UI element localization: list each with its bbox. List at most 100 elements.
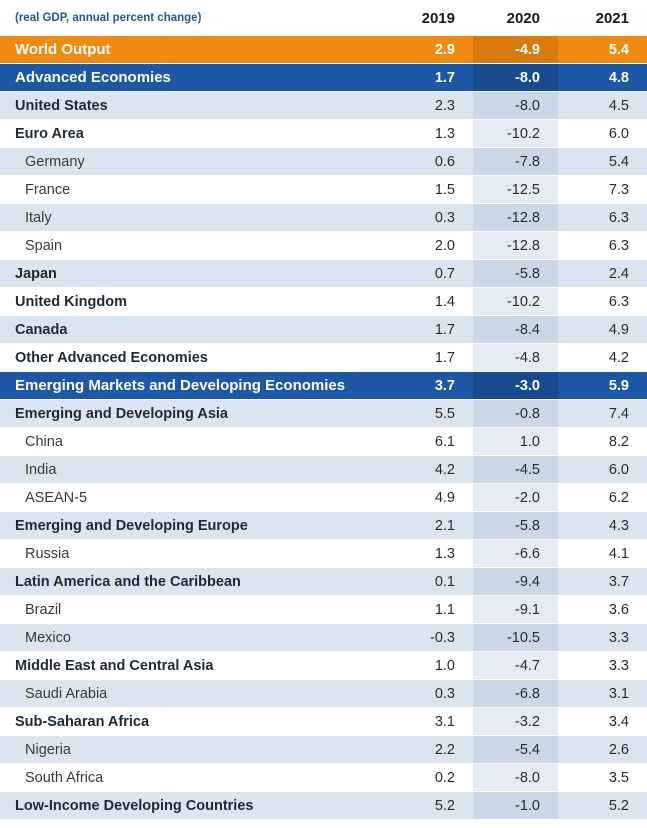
value-2021: 5.4: [558, 36, 647, 63]
value-2019: 0.6: [386, 148, 473, 175]
value-2020: -5.8: [473, 260, 558, 287]
value-2021: 6.3: [558, 288, 647, 315]
value-2021: 6.3: [558, 232, 647, 259]
value-2020: -3.0: [473, 372, 558, 399]
table-row: South Africa 0.2 -8.0 3.5: [0, 764, 647, 792]
table-row: United Kingdom 1.4 -10.2 6.3: [0, 288, 647, 316]
value-2020: -4.5: [473, 456, 558, 483]
table-row: Emerging and Developing Europe 2.1 -5.8 …: [0, 512, 647, 540]
table-row: Brazil 1.1 -9.1 3.6: [0, 596, 647, 624]
value-2020: -8.0: [473, 92, 558, 119]
value-2019: 1.4: [386, 288, 473, 315]
value-2021: 3.6: [558, 596, 647, 623]
row-label: Canada: [0, 316, 386, 343]
row-label: India: [0, 456, 386, 483]
table-row-emerging-markets: Emerging Markets and Developing Economie…: [0, 372, 647, 400]
row-label: Latin America and the Caribbean: [0, 568, 386, 595]
row-label: Nigeria: [0, 736, 386, 763]
value-2021: 3.7: [558, 568, 647, 595]
table-row: Middle East and Central Asia 1.0 -4.7 3.…: [0, 652, 647, 680]
table-row: Italy 0.3 -12.8 6.3: [0, 204, 647, 232]
value-2019: 1.7: [386, 316, 473, 343]
value-2020: -4.8: [473, 344, 558, 371]
value-2019: 1.3: [386, 120, 473, 147]
table-row: China 6.1 1.0 8.2: [0, 428, 647, 456]
value-2020: -8.4: [473, 316, 558, 343]
table-row: Spain 2.0 -12.8 6.3: [0, 232, 647, 260]
row-label: Low-Income Developing Countries: [0, 792, 386, 819]
value-2019: 3.1: [386, 708, 473, 735]
value-2021: 3.4: [558, 708, 647, 735]
value-2021: 6.0: [558, 120, 647, 147]
row-label: Japan: [0, 260, 386, 287]
row-label: South Africa: [0, 764, 386, 791]
value-2021: 7.4: [558, 400, 647, 427]
value-2019: 3.7: [386, 372, 473, 399]
value-2019: 1.7: [386, 64, 473, 91]
table-row: Russia 1.3 -6.6 4.1: [0, 540, 647, 568]
value-2019: 4.2: [386, 456, 473, 483]
value-2019: 0.2: [386, 764, 473, 791]
table-row: Germany 0.6 -7.8 5.4: [0, 148, 647, 176]
value-2020: -4.9: [473, 36, 558, 63]
value-2020: -6.6: [473, 540, 558, 567]
value-2021: 8.2: [558, 428, 647, 455]
row-label: Euro Area: [0, 120, 386, 147]
row-label: Mexico: [0, 624, 386, 651]
value-2019: 0.7: [386, 260, 473, 287]
value-2019: 4.9: [386, 484, 473, 511]
value-2020: -4.7: [473, 652, 558, 679]
value-2020: -1.0: [473, 792, 558, 819]
value-2021: 5.4: [558, 148, 647, 175]
row-label: Saudi Arabia: [0, 680, 386, 707]
row-label: Other Advanced Economies: [0, 344, 386, 371]
value-2020: -10.5: [473, 624, 558, 651]
value-2020: -2.0: [473, 484, 558, 511]
value-2020: -8.0: [473, 64, 558, 91]
value-2019: 1.3: [386, 540, 473, 567]
value-2021: 5.2: [558, 792, 647, 819]
value-2019: 5.2: [386, 792, 473, 819]
table-row: France 1.5 -12.5 7.3: [0, 176, 647, 204]
value-2021: 2.6: [558, 736, 647, 763]
value-2019: 0.3: [386, 680, 473, 707]
value-2021: 3.3: [558, 652, 647, 679]
row-label: Italy: [0, 204, 386, 231]
row-label: Russia: [0, 540, 386, 567]
row-label: United States: [0, 92, 386, 119]
value-2020: -9.4: [473, 568, 558, 595]
value-2019: -0.3: [386, 624, 473, 651]
table-row: Nigeria 2.2 -5.4 2.6: [0, 736, 647, 764]
value-2019: 0.3: [386, 204, 473, 231]
year-header-2019: 2019: [421, 9, 455, 27]
value-2019: 2.2: [386, 736, 473, 763]
table-row: Japan 0.7 -5.8 2.4: [0, 260, 647, 288]
table-row: India 4.2 -4.5 6.0: [0, 456, 647, 484]
year-header-2021: 2021: [595, 9, 629, 27]
value-2020: -6.8: [473, 680, 558, 707]
table-row: Euro Area 1.3 -10.2 6.0: [0, 120, 647, 148]
table-row-world-output: World Output 2.9 -4.9 5.4: [0, 36, 647, 64]
value-2019: 2.9: [386, 36, 473, 63]
value-2019: 1.5: [386, 176, 473, 203]
value-2019: 1.1: [386, 596, 473, 623]
value-2021: 7.3: [558, 176, 647, 203]
value-2020: -8.0: [473, 764, 558, 791]
table-row: Canada 1.7 -8.4 4.9: [0, 316, 647, 344]
value-2019: 0.1: [386, 568, 473, 595]
table-header: (real GDP, annual percent change) 2019 2…: [0, 0, 647, 36]
value-2021: 4.5: [558, 92, 647, 119]
value-2019: 1.7: [386, 344, 473, 371]
table-row: Low-Income Developing Countries 5.2 -1.0…: [0, 792, 647, 820]
value-2020: -5.4: [473, 736, 558, 763]
row-label: United Kingdom: [0, 288, 386, 315]
value-2020: 1.0: [473, 428, 558, 455]
value-2020: -3.2: [473, 708, 558, 735]
table-row: Emerging and Developing Asia 5.5 -0.8 7.…: [0, 400, 647, 428]
value-2019: 1.0: [386, 652, 473, 679]
value-2021: 3.5: [558, 764, 647, 791]
value-2020: -10.2: [473, 120, 558, 147]
row-label: World Output: [0, 36, 386, 63]
value-2021: 6.2: [558, 484, 647, 511]
